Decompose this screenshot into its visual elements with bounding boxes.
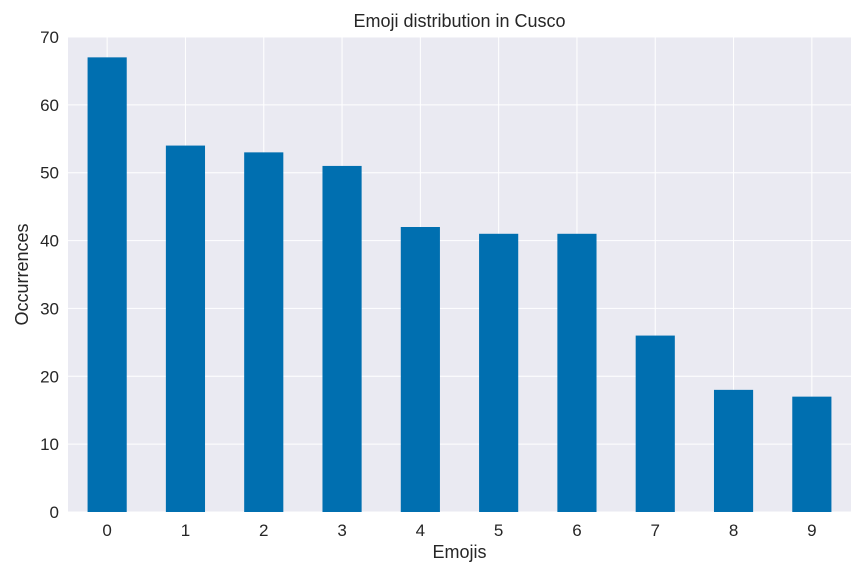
- y-tick-label: 10: [40, 435, 59, 454]
- y-tick-label: 60: [40, 96, 59, 115]
- x-tick-label: 2: [259, 521, 268, 540]
- x-axis-label: Emojis: [432, 542, 486, 562]
- x-tick-label: 9: [807, 521, 816, 540]
- bar-0: [87, 57, 127, 512]
- bar-7: [635, 335, 675, 512]
- x-tick-label: 6: [572, 521, 581, 540]
- x-tick-label: 3: [337, 521, 346, 540]
- bar-2: [244, 152, 284, 512]
- bar-9: [792, 396, 832, 512]
- x-tick-label: 0: [102, 521, 111, 540]
- y-tick-label: 0: [50, 503, 59, 522]
- y-tick-label: 20: [40, 367, 59, 386]
- x-tick-labels: 0 1 2 3 4 5 6 7 8 9: [102, 521, 816, 540]
- bar-1: [165, 145, 206, 513]
- bar-5: [479, 233, 519, 513]
- x-tick-label: 4: [416, 521, 425, 540]
- x-tick-label: 8: [729, 521, 738, 540]
- x-tick-label: 5: [494, 521, 503, 540]
- x-tick-label: 1: [181, 521, 190, 540]
- bar-6: [557, 233, 597, 513]
- chart-title: Emoji distribution in Cusco: [353, 11, 565, 31]
- y-axis-label: Occurrences: [12, 223, 32, 325]
- y-tick-label: 30: [40, 299, 59, 318]
- y-tick-label: 40: [40, 232, 59, 251]
- y-tick-labels: 0 10 20 30 40 50 60 70: [40, 28, 59, 522]
- x-tick-label: 7: [651, 521, 660, 540]
- y-tick-label: 70: [40, 28, 59, 47]
- bar-4: [400, 227, 440, 512]
- bar-3: [322, 165, 362, 512]
- y-tick-label: 50: [40, 164, 59, 183]
- bars: [87, 57, 832, 513]
- bar-8: [713, 389, 754, 512]
